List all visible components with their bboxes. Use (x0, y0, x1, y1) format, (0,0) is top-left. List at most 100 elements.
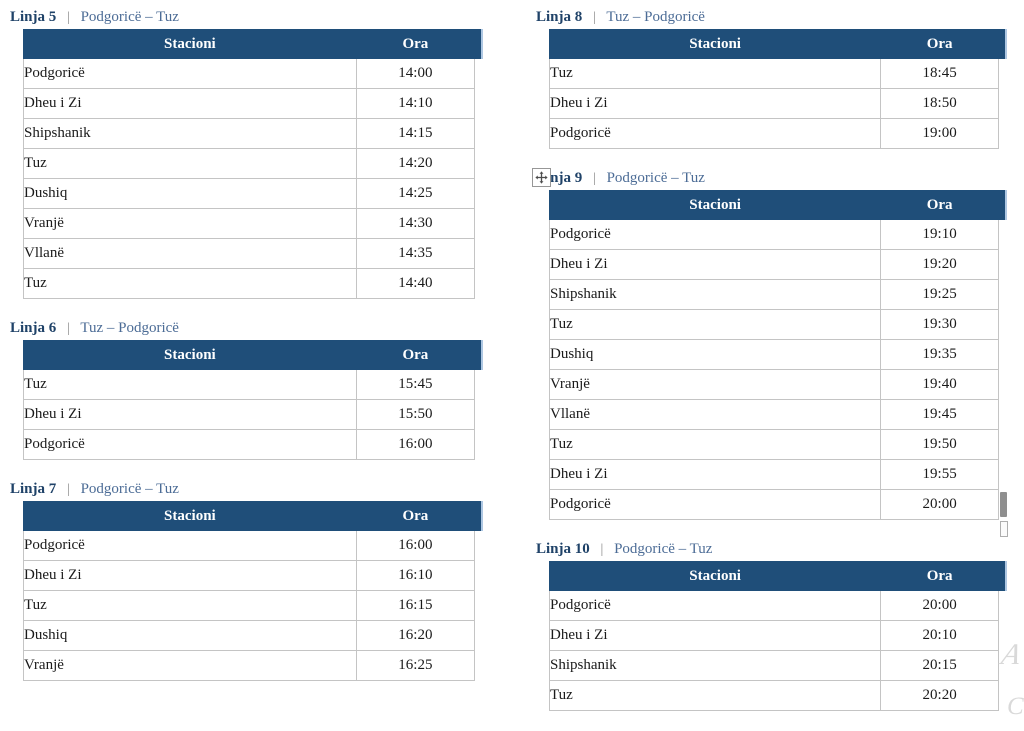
caption-separator: | (67, 10, 70, 25)
table-row: Vranjë 19:40 (548, 369, 999, 400)
header-shading-notch (999, 29, 1007, 59)
header-shading-notch (999, 190, 1007, 220)
header-row: Stacioni Ora (23, 340, 476, 370)
time-cell: 19:25 (880, 279, 999, 310)
line-label: Linja 7 (10, 481, 57, 497)
station-cell: Tuz (23, 369, 357, 400)
time-cell: 19:10 (880, 219, 999, 250)
station-cell: Podgoricë (23, 530, 357, 561)
station-cell: Dheu i Zi (23, 88, 357, 119)
time-cell: 14:30 (355, 208, 476, 239)
station-cell: Vranjë (548, 369, 882, 400)
timetable-table: Stacioni Ora Tuz 15:45 Dheu i Zi 15:50 Podgo… (23, 340, 476, 460)
timetable: Stacioni Ora Podgoricë 20:00 Dheu i Zi 20:1… (548, 561, 1007, 711)
table-row: Dheu i Zi 20:10 (548, 620, 999, 651)
table-row: Podgoricë 19:00 (548, 118, 999, 149)
table-row: Tuz 19:50 (548, 429, 999, 460)
time-cell: 14:00 (355, 58, 476, 89)
col-header-stacioni: Stacioni (23, 29, 357, 59)
station-cell: Tuz (23, 268, 357, 299)
station-cell: Vranjë (23, 208, 357, 239)
station-cell: Shipshanik (548, 279, 882, 310)
table-row: Dheu i Zi 18:50 (548, 88, 999, 119)
table-move-handle-icon[interactable] (532, 168, 551, 187)
table-row: Vranjë 16:25 (23, 650, 476, 681)
header-row: Stacioni Ora (548, 190, 999, 220)
caption-separator: | (67, 482, 70, 497)
timetable-section: Linja 5 | Podgoricë – Tuz Stacioni Ora P… (10, 8, 483, 299)
time-cell: 16:15 (355, 590, 476, 621)
time-cell: 16:00 (355, 429, 476, 460)
table-row: Podgoricë 20:00 (548, 489, 999, 520)
timetable-table: Stacioni Ora Podgoricë 14:00 Dheu i Zi 14:1… (23, 29, 476, 299)
time-cell: 20:10 (880, 620, 999, 651)
station-cell: Shipshanik (548, 650, 882, 681)
line-label: Linja 10 (536, 541, 590, 557)
col-header-stacioni: Stacioni (23, 501, 357, 531)
station-cell: Tuz (548, 680, 882, 711)
station-cell: Dushiq (548, 339, 882, 370)
time-cell: 14:40 (355, 268, 476, 299)
time-cell: 14:20 (355, 148, 476, 179)
table-caption: Linja 10 | Podgoricë – Tuz (536, 540, 999, 558)
header-row: Stacioni Ora (548, 29, 999, 59)
station-cell: Tuz (548, 58, 882, 89)
station-cell: Podgoricë (23, 429, 357, 460)
table-row: Tuz 19:30 (548, 309, 999, 340)
line-label: Linja 6 (10, 320, 57, 336)
station-cell: Tuz (548, 309, 882, 340)
table-row: Podgoricë 19:10 (548, 219, 999, 250)
station-cell: Dheu i Zi (548, 249, 882, 280)
header-shading-notch (475, 340, 483, 370)
time-cell: 16:25 (355, 650, 476, 681)
caption-separator: | (600, 542, 604, 557)
station-cell: Vranjë (23, 650, 357, 681)
col-header-ora: Ora (880, 29, 999, 59)
time-cell: 19:55 (880, 459, 999, 490)
time-cell: 20:15 (880, 650, 999, 681)
resize-handle-fragment[interactable] (1000, 521, 1008, 537)
edge-watermark-letter: A (998, 638, 1024, 671)
time-cell: 19:40 (880, 369, 999, 400)
station-cell: Tuz (23, 148, 357, 179)
time-cell: 19:50 (880, 429, 999, 460)
line-label: Linja 5 (10, 9, 57, 25)
time-cell: 15:45 (355, 369, 476, 400)
station-cell: Vllanë (548, 399, 882, 430)
time-cell: 16:00 (355, 530, 476, 561)
caption-separator: | (593, 10, 596, 25)
time-cell: 16:10 (355, 560, 476, 591)
header-row: Stacioni Ora (23, 501, 476, 531)
station-cell: Vllanë (23, 238, 357, 269)
table-row: Dheu i Zi 14:10 (23, 88, 476, 119)
time-cell: 15:50 (355, 399, 476, 430)
table-row: Podgoricë 16:00 (23, 429, 476, 460)
table-row: Vllanë 14:35 (23, 238, 476, 269)
table-row: Tuz 15:45 (23, 369, 476, 400)
line-label: Linja 8 (536, 9, 583, 25)
timetable-table: Stacioni Ora Podgoricë 16:00 Dheu i Zi 16:1… (23, 501, 476, 681)
time-cell: 20:00 (880, 590, 999, 621)
table-row: Podgoricë 20:00 (548, 590, 999, 621)
table-caption: Linja 8 | Tuz – Podgoricë (536, 8, 999, 26)
col-header-ora: Ora (880, 561, 999, 591)
table-row: Podgoricë 16:00 (23, 530, 476, 561)
station-cell: Shipshanik (23, 118, 357, 149)
route-label: Podgoricë – Tuz (80, 9, 179, 25)
time-cell: 19:20 (880, 249, 999, 280)
route-label: Podgoricë – Tuz (614, 541, 713, 557)
col-header-stacioni: Stacioni (548, 190, 882, 220)
scrollbar-thumb-fragment[interactable] (1000, 492, 1007, 517)
timetable: Stacioni Ora Podgoricë 16:00 Dheu i Zi 16:1… (23, 501, 483, 681)
table-row: Tuz 14:20 (23, 148, 476, 179)
header-row: Stacioni Ora (23, 29, 476, 59)
table-caption: Linja 6 | Tuz – Podgoricë (10, 319, 475, 337)
timetable-table: Stacioni Ora Podgoricë 19:10 Dheu i Zi 19:2… (548, 190, 999, 520)
timetable-section: Linja 7 | Podgoricë – Tuz Stacioni Ora P… (10, 480, 483, 681)
time-cell: 19:30 (880, 309, 999, 340)
table-row: Dushiq 16:20 (23, 620, 476, 651)
time-cell: 20:20 (880, 680, 999, 711)
station-cell: Podgoricë (548, 590, 882, 621)
table-row: Tuz 16:15 (23, 590, 476, 621)
station-cell: Dheu i Zi (548, 459, 882, 490)
